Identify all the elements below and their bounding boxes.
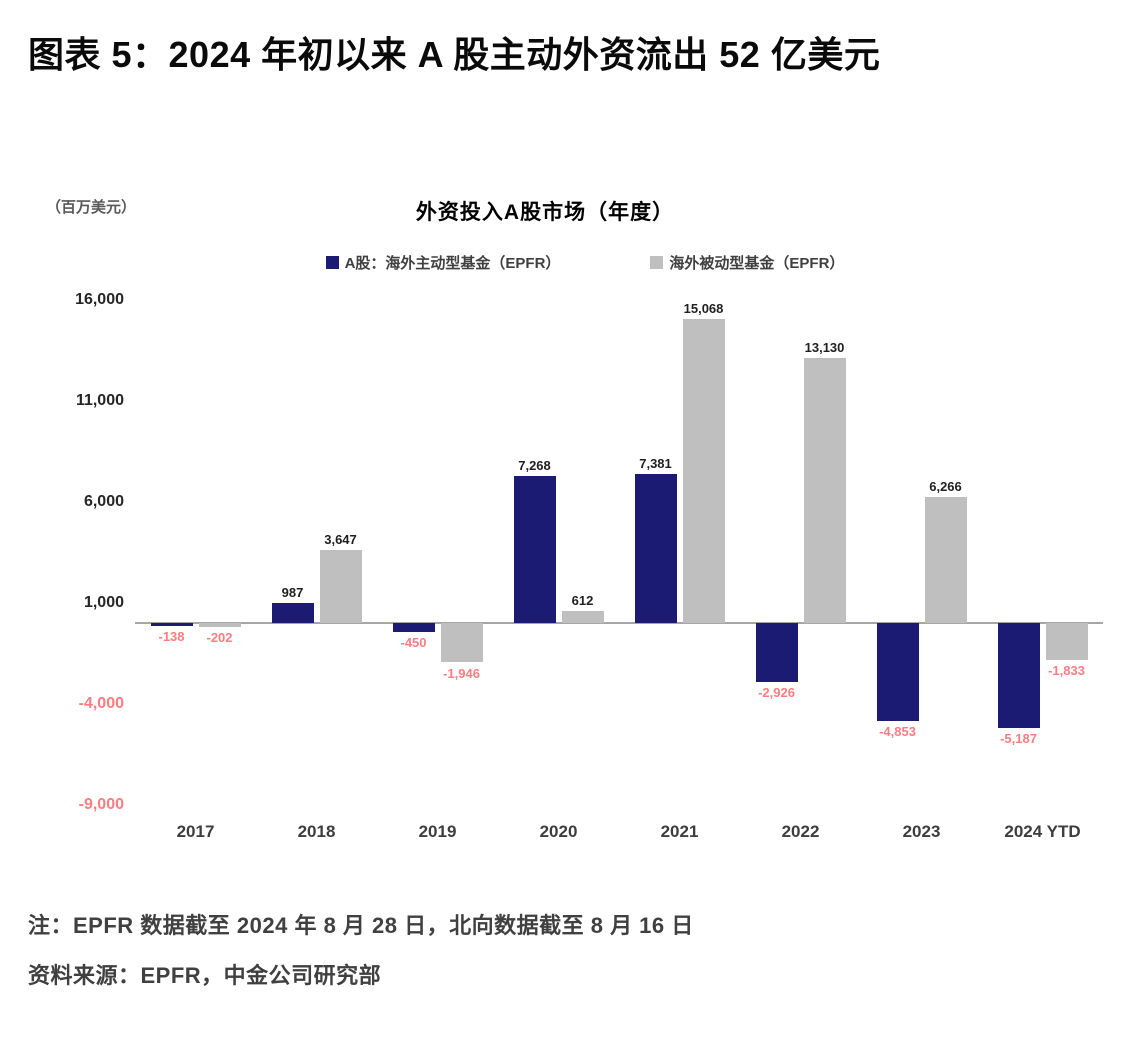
bar-passive-2022: [803, 357, 846, 624]
y-tick-label: 16,000: [75, 291, 124, 308]
bar-active-2019: [392, 623, 435, 633]
y-tick-label: 1,000: [83, 594, 124, 611]
source-notes: 注：EPFR 数据截至 2024 年 8 月 28 日，北向数据截至 8 月 1…: [28, 908, 1088, 990]
bar-value-label: 7,381: [639, 456, 672, 472]
y-axis-unit-label: （百万美元）: [46, 199, 137, 216]
y-tick-label: 11,000: [75, 392, 124, 409]
y-tick-label: -4,000: [78, 695, 124, 712]
bar-value-label: -1,833: [1048, 663, 1085, 679]
x-axis-label-2017: 2017: [176, 822, 215, 841]
chart-legend: A股：海外主动型基金（EPFR） 海外被动型基金（EPFR）: [135, 252, 1035, 273]
bar-value-label: -138: [158, 628, 185, 644]
bar-value-label: 15,068: [683, 300, 724, 316]
x-axis-label-2024-YTD: 2024 YTD: [1004, 822, 1081, 841]
bar-passive-2019: [440, 623, 483, 663]
zero-axis-line: [135, 622, 1103, 625]
x-axis-label-2022: 2022: [781, 822, 820, 841]
bar-value-label: 13,130: [804, 339, 845, 355]
figure-title: 图表 5：2024 年初以来 A 股主动外资流出 52 亿美元: [28, 34, 881, 75]
x-axis-label-2019: 2019: [418, 822, 457, 841]
bar-active-2023: [876, 623, 919, 722]
bar-value-label: -4,853: [879, 724, 916, 740]
y-tick-label: 6,000: [83, 493, 124, 510]
legend-item-passive-funds: 海外被动型基金（EPFR）: [650, 252, 844, 273]
bar-value-label: 6,266: [929, 478, 962, 494]
x-axis-label-2021: 2021: [660, 822, 699, 841]
bar-passive-2024-YTD: [1045, 623, 1088, 661]
x-axis-label-2020: 2020: [539, 822, 578, 841]
bar-value-label: 612: [571, 592, 594, 608]
chart-title: 外资投入A股市场（年度）: [415, 201, 675, 224]
legend-label: A股：海外主动型基金（EPFR）: [344, 255, 561, 272]
bar-value-label: 987: [281, 585, 304, 601]
bar-active-2024-YTD: [997, 623, 1040, 728]
bar-value-label: -5,187: [1000, 730, 1037, 746]
y-axis: 16,000 11,000 6,000 1,000 -4,000 -9,000: [18, 291, 130, 813]
bar-passive-2021: [682, 318, 725, 624]
legend-swatch-icon: [325, 256, 339, 269]
bar-value-label: -1,946: [443, 665, 480, 681]
bar-active-2020: [513, 476, 556, 624]
bar-value-label: -2,926: [758, 685, 795, 701]
x-axis-label-2023: 2023: [902, 822, 941, 841]
bar-passive-2018: [319, 549, 362, 624]
bar-active-2018: [271, 603, 314, 624]
legend-label: 海外被动型基金（EPFR）: [669, 255, 845, 272]
legend-item-active-funds: A股：海外主动型基金（EPFR）: [325, 252, 561, 273]
bar-active-2022: [755, 623, 798, 683]
bar-active-2021: [634, 474, 677, 624]
bar-value-label: 7,268: [518, 458, 551, 474]
bar-value-label: -202: [206, 630, 233, 646]
bar-active-2017: [150, 623, 193, 626]
bar-value-label: -450: [400, 635, 427, 651]
note-data-cutoff: 注：EPFR 数据截至 2024 年 8 月 28 日，北向数据截至 8 月 1…: [28, 913, 694, 938]
bar-passive-2023: [924, 496, 967, 624]
x-axis-label-2018: 2018: [297, 822, 336, 841]
bar-passive-2020: [561, 610, 604, 624]
bar-passive-2017: [198, 623, 241, 628]
legend-swatch-icon: [650, 256, 664, 269]
bar-value-label: 3,647: [324, 531, 357, 547]
note-source: 资料来源：EPFR，中金公司研究部: [28, 963, 382, 988]
plot-area: -138 -202 987 3,647 -450 -1,946 7,268 612 7,381 1…: [135, 300, 1103, 805]
y-tick-label: -9,000: [78, 796, 124, 813]
x-axis: 2017 2018 2019 2020 2021 2022 2023 2024 YTD: [135, 822, 1103, 848]
